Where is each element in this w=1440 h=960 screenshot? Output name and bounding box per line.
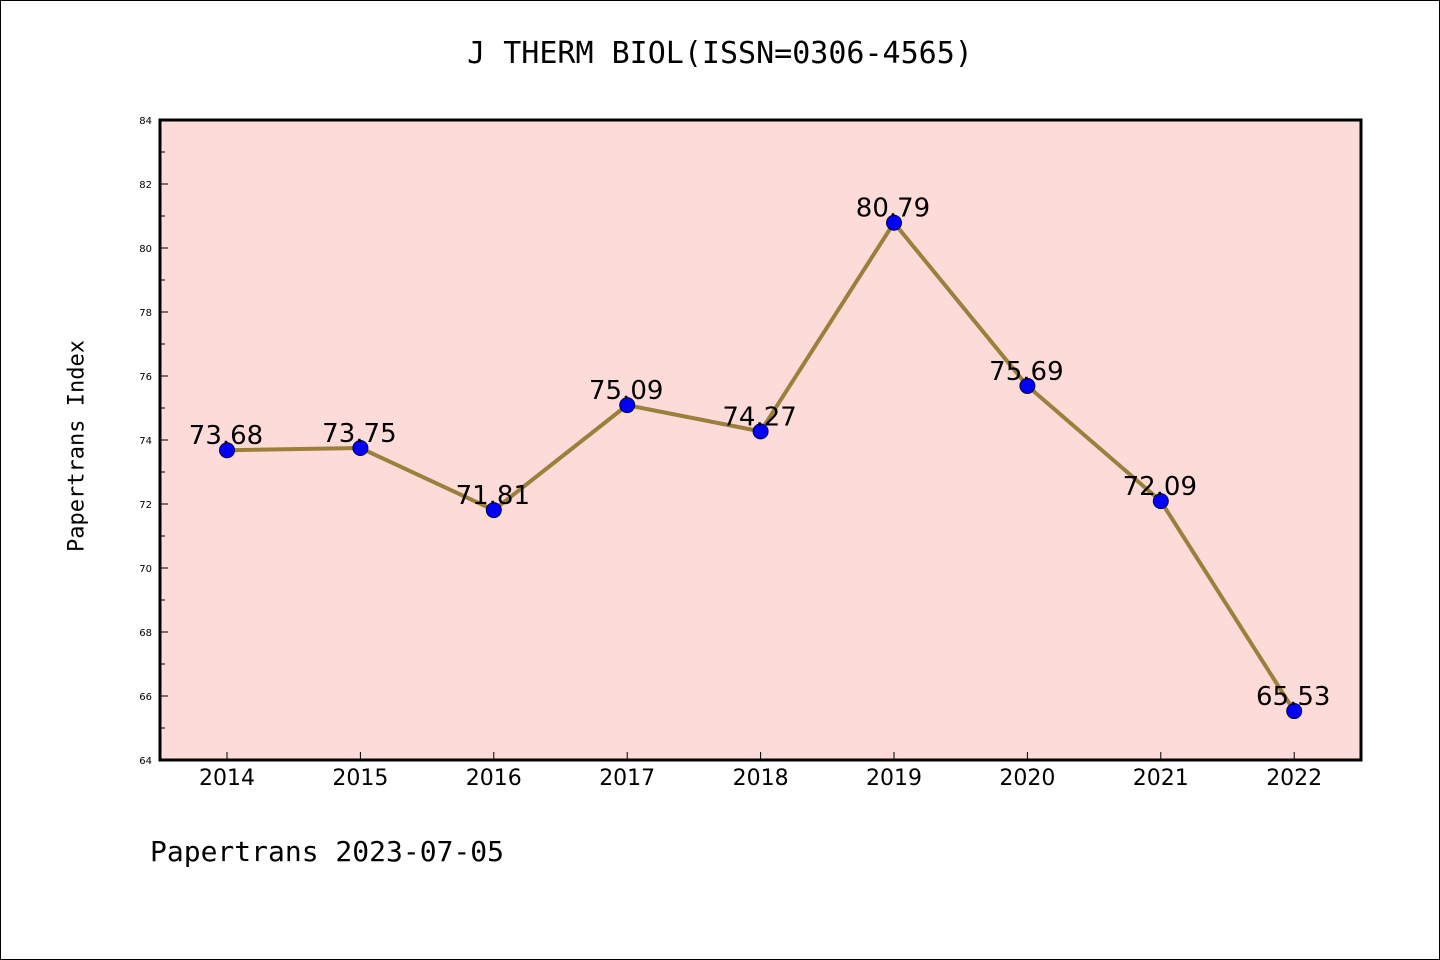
data-label: 74.27 [722,402,796,432]
x-tick-label: 2017 [599,766,655,791]
y-tick-label: 82 [139,180,152,191]
data-label: 80.79 [856,194,930,224]
chart-title: J THERM BIOL(ISSN=0306-4565) [467,36,973,71]
x-axis: 2014 2015 2016 2017 2018 2019 2020 2021 2022 [199,752,1322,791]
data-label: 73.75 [322,419,396,449]
x-tick-label: 2021 [1133,766,1189,791]
data-label: 75.09 [589,376,663,406]
y-tick-label: 76 [139,372,152,383]
data-point-marker [485,502,502,519]
y-tick-label: 80 [139,244,152,255]
y-tick-label: 78 [139,308,152,319]
data-point-marker [619,397,636,414]
x-tick-label: 2022 [1266,766,1322,791]
data-point-marker [1019,377,1036,394]
data-point-marker [352,440,369,456]
x-tick-label: 2016 [466,766,522,791]
y-tick-label: 70 [139,564,152,575]
y-tick-label: 84 [139,116,152,127]
data-point-marker [886,214,902,231]
x-tick-label: 2020 [999,766,1055,791]
data-label: 75.69 [989,357,1063,387]
y-tick-label: 66 [139,692,152,703]
data-point-marker [1152,493,1169,510]
data-markers [219,214,1303,720]
footer-text: Papertrans 2023-07-05 [150,835,505,868]
data-labels: 73.68 73.75 71.81 75.09 74.27 80.79 75.69 72.09… [189,194,1331,712]
data-point-marker [752,423,769,440]
data-label: 73.68 [189,421,263,451]
data-label: 71.81 [456,481,530,511]
x-tick-label: 2014 [199,766,255,791]
data-label: 65.53 [1256,682,1330,712]
y-tick-label: 72 [139,500,152,511]
y-tick-label: 64 [139,756,152,767]
data-point-marker [219,442,235,459]
plot-border [158,118,1363,762]
x-tick-label: 2015 [332,766,388,791]
plot-area [160,120,1361,760]
data-point-marker [1286,703,1303,720]
y-tick-label: 74 [139,436,152,447]
data-label: 72.09 [1123,472,1197,502]
x-tick-label: 2019 [866,766,922,791]
x-tick-label: 2018 [733,766,789,791]
y-tick-label: 68 [139,628,152,639]
